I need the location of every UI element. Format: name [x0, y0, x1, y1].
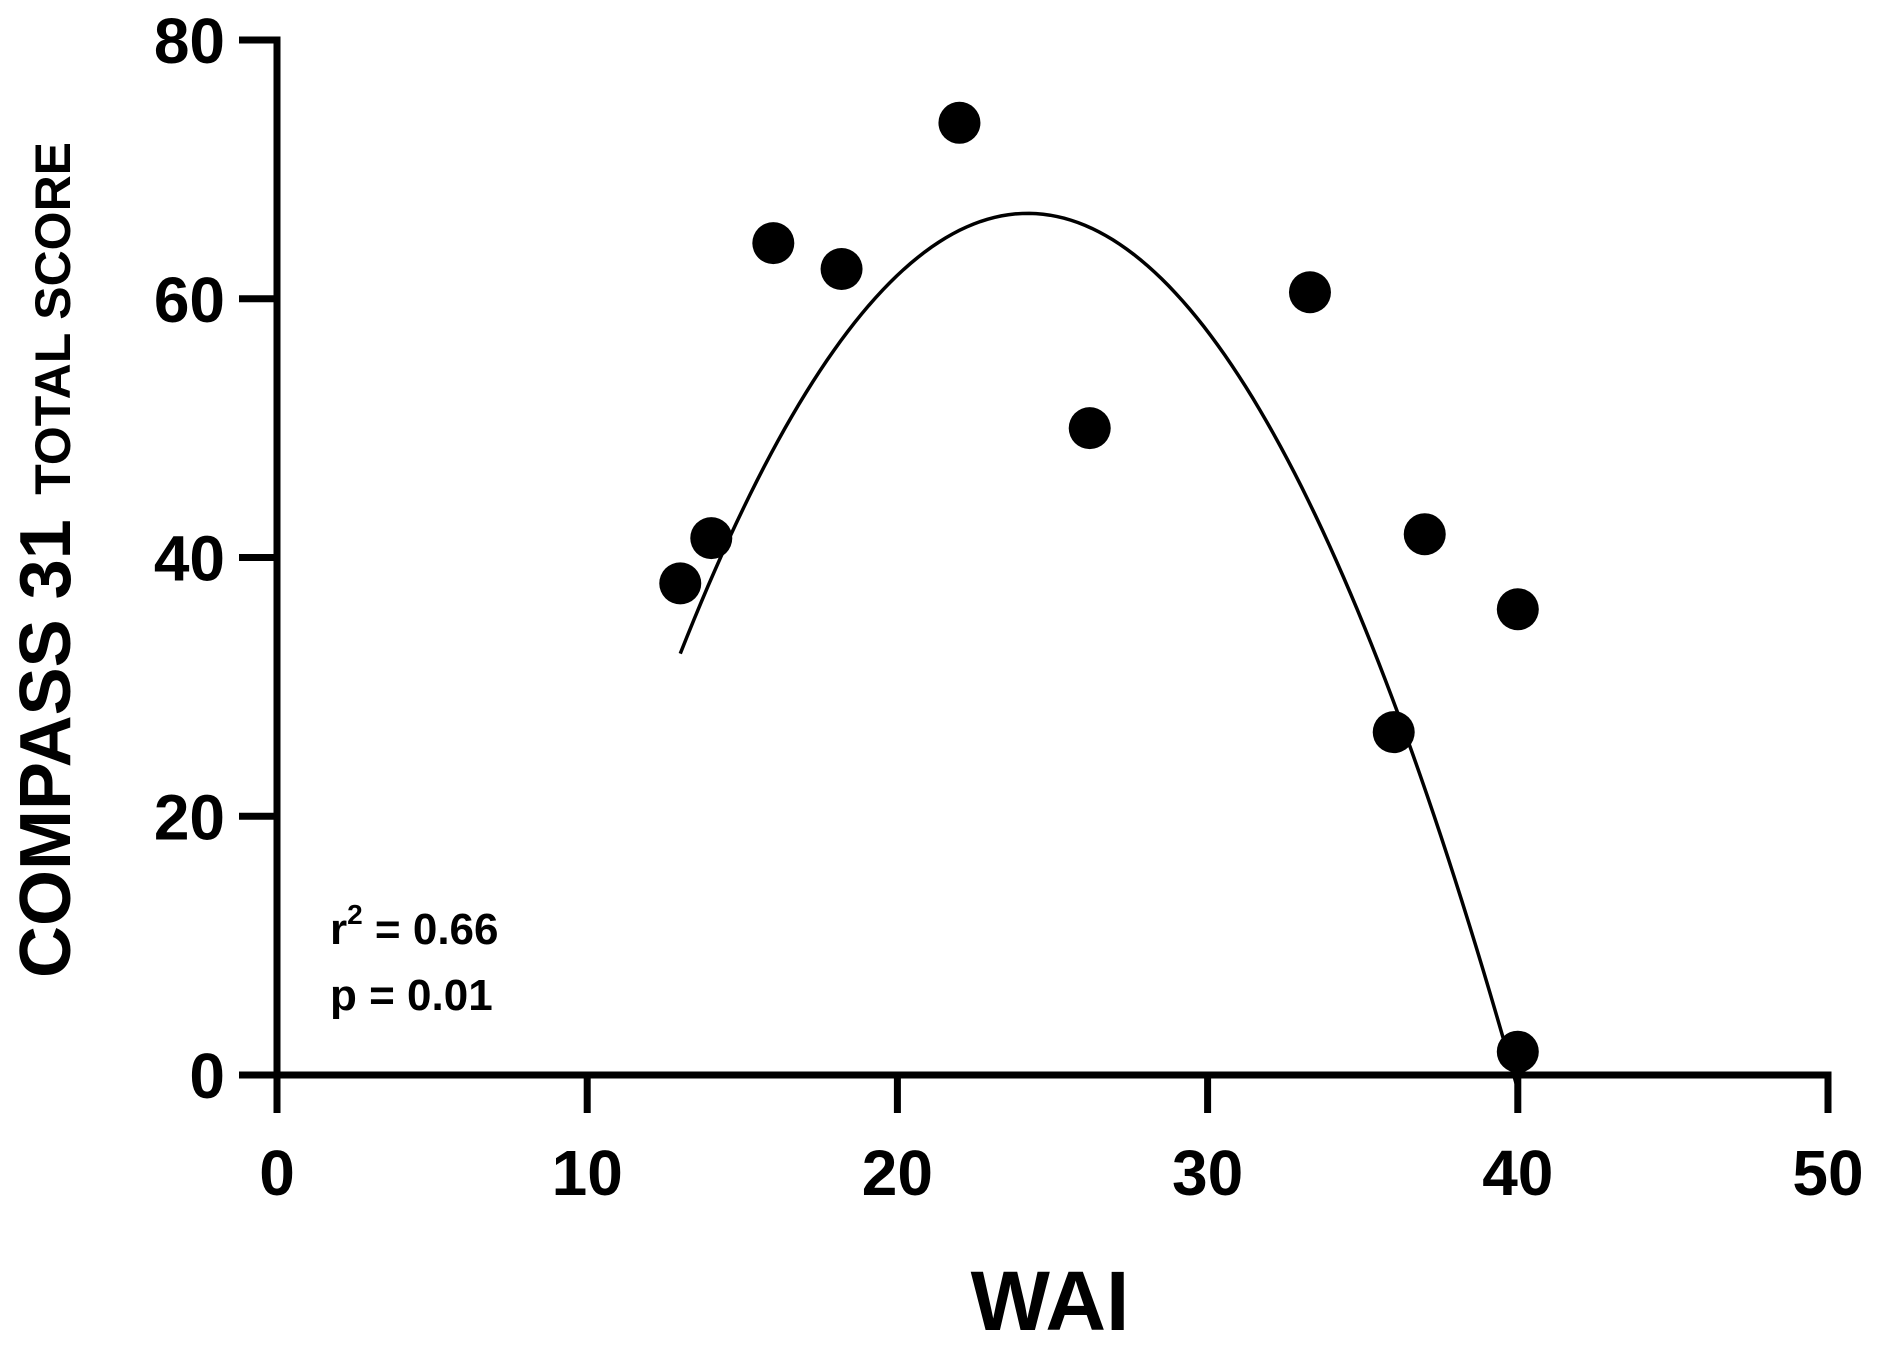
data-point [1372, 711, 1415, 754]
data-point [752, 222, 795, 265]
y-tick-label: 0 [189, 1040, 225, 1112]
y-tick-label: 40 [154, 523, 225, 595]
data-point [1403, 513, 1446, 556]
axes: 0 10 20 30 40 50 0 20 40 60 80 [154, 5, 1864, 1209]
x-tick-label: 20 [862, 1137, 933, 1209]
data-point [690, 517, 733, 560]
y-tick-label: 60 [154, 264, 225, 336]
data-point [659, 562, 702, 605]
x-tick-label: 30 [1172, 1137, 1243, 1209]
data-point [1496, 1030, 1539, 1073]
y-tick-label: 80 [154, 5, 225, 77]
x-tick-label: 10 [552, 1137, 623, 1209]
fit-curve-layer [678, 211, 1520, 1091]
r-squared-value: = 0.66 [363, 905, 499, 954]
data-point [820, 247, 863, 290]
x-tick-label: 0 [259, 1137, 295, 1209]
x-axis-title: WAI [971, 1254, 1130, 1345]
x-tick-label: 40 [1482, 1137, 1553, 1209]
y-axis-title: COMPASS 31 TOTAL SCORE [6, 142, 86, 978]
r-squared-symbol: r [330, 905, 347, 954]
data-point [1068, 407, 1111, 450]
y-axis-title-main: COMPASS 31 [6, 519, 86, 978]
data-points-layer [659, 101, 1539, 1073]
r-squared-annotation: r2 = 0.66 [330, 899, 498, 954]
x-tick-label: 50 [1792, 1137, 1863, 1209]
data-point [938, 101, 981, 144]
y-axis-title-sub: TOTAL SCORE [25, 142, 81, 495]
fit-curve [678, 211, 1520, 1091]
y-tick-label: 20 [154, 781, 225, 853]
r-squared-superscript: 2 [347, 899, 363, 930]
data-point [1288, 271, 1331, 314]
data-point [1496, 588, 1539, 631]
p-value-annotation: p = 0.01 [330, 971, 493, 1020]
